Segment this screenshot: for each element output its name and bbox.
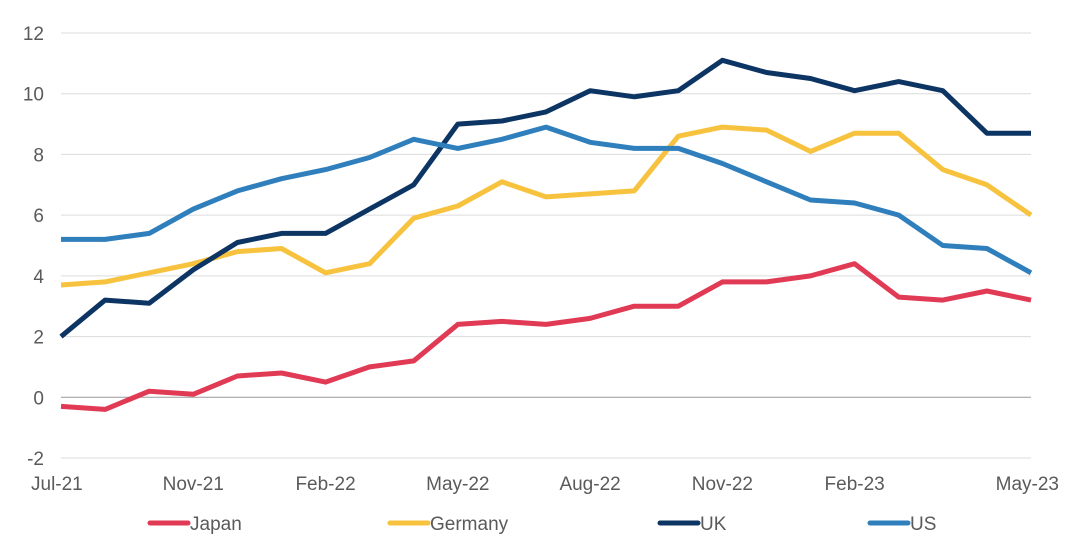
legend-label-uk: UK — [700, 514, 727, 535]
series-line-us — [61, 124, 1033, 275]
legend: Japan Germany UK US — [147, 514, 936, 535]
x-tick-label: Jul-21 — [31, 474, 83, 495]
series-lines — [59, 57, 1033, 412]
x-tick-label: Feb-23 — [825, 474, 885, 495]
y-tick-label: 12 — [23, 24, 44, 45]
y-tick-label: -2 — [27, 449, 44, 470]
legend-label-germany: Germany — [430, 514, 509, 535]
series-line-germany — [60, 124, 1033, 288]
series-line-japan — [60, 261, 1032, 412]
x-tick-label: May-22 — [426, 474, 489, 495]
series-line-uk — [59, 57, 1031, 339]
x-tick-label: Nov-22 — [692, 474, 753, 495]
legend-label-japan: Japan — [190, 514, 242, 535]
y-tick-label: 4 — [33, 267, 44, 288]
gridlines — [61, 32, 1031, 459]
x-tick-label: Nov-21 — [163, 474, 224, 495]
y-tick-label: 8 — [33, 145, 44, 166]
y-axis: -2 0 2 4 6 8 10 12 — [23, 24, 45, 470]
x-tick-label: May-23 — [996, 474, 1059, 495]
y-tick-label: 2 — [33, 328, 44, 349]
x-axis: Jul-21 Nov-21 Feb-22 May-22 Aug-22 Nov-22 Feb-… — [31, 474, 1059, 495]
y-tick-label: 10 — [23, 85, 44, 106]
y-tick-label: 0 — [33, 388, 44, 409]
x-tick-label: Feb-22 — [295, 474, 355, 495]
legend-label-us: US — [910, 514, 936, 535]
x-tick-label: Aug-22 — [559, 474, 620, 495]
y-tick-label: 6 — [33, 206, 44, 227]
